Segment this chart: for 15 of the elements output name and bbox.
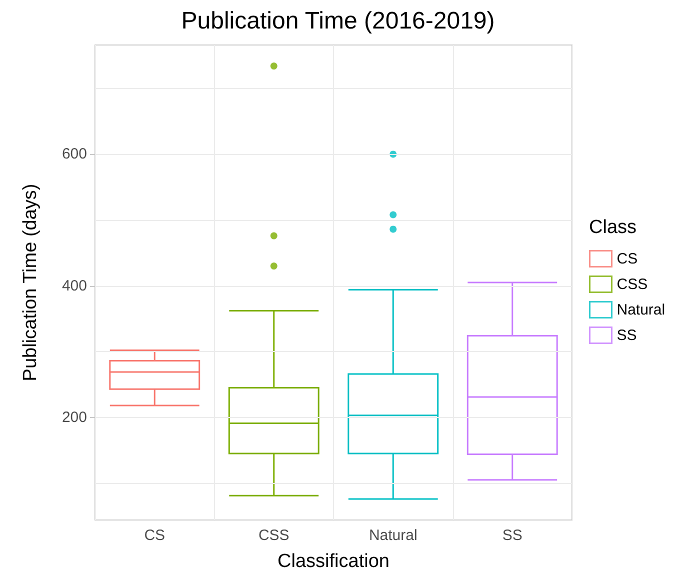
legend-title: Class [589, 217, 637, 238]
x-tick-label: CS [144, 527, 166, 544]
x-tick-label: SS [502, 527, 522, 544]
x-tick-label: Natural [368, 527, 418, 544]
legend-label: Natural [616, 301, 666, 318]
legend-label: CSS [616, 276, 648, 293]
x-axis-title: Classification [278, 551, 390, 572]
x-tick-label: CSS [258, 527, 290, 544]
chart-title: Publication Time (2016-2019) [181, 8, 495, 34]
y-tick-label: 200 [62, 408, 87, 426]
y-tick-label: 400 [62, 277, 87, 294]
y-axis-title: Publication Time (days) [20, 184, 41, 382]
y-tick-label: 600 [62, 146, 87, 163]
legend-label: CS [616, 250, 638, 268]
legend-label: SS [616, 326, 637, 344]
